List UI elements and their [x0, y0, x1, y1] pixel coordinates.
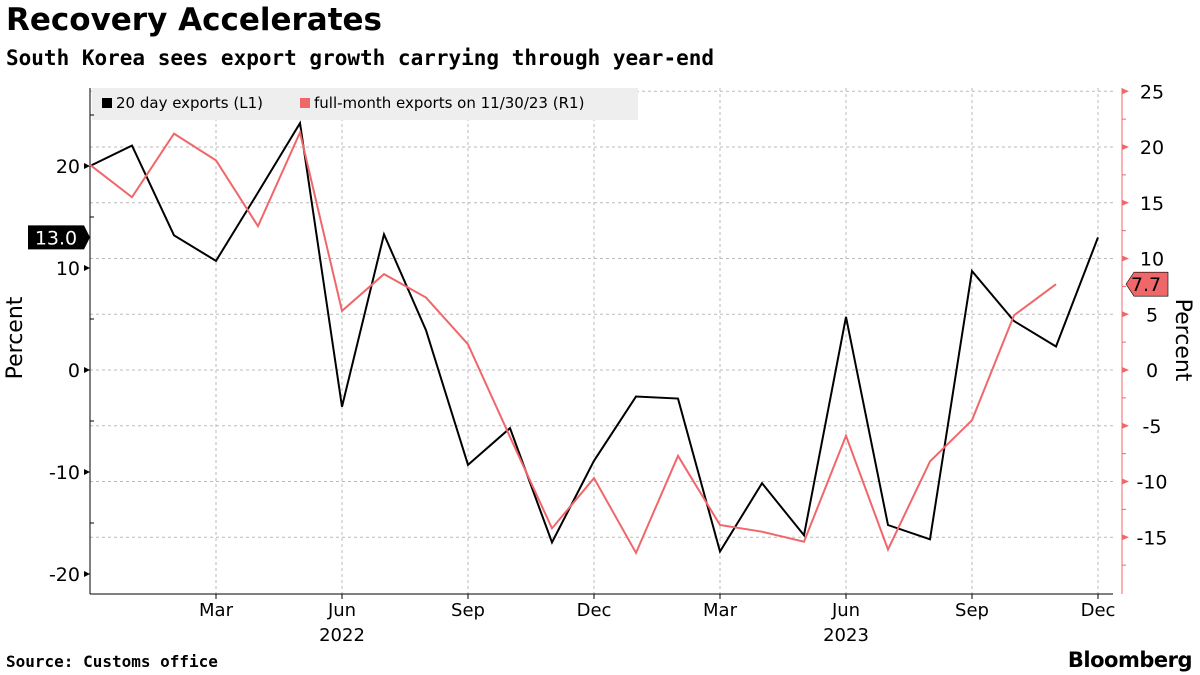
right-tick-label: 5 [1146, 304, 1158, 326]
legend-label: 20 day exports (L1) [116, 94, 263, 112]
x-tick-label: Sep [955, 600, 989, 621]
x-tick-label: Jun [831, 600, 860, 621]
right-axis-title: Percent [1170, 299, 1195, 382]
right-tick [1122, 199, 1129, 206]
x-tick-label: Sep [451, 600, 485, 621]
series-line [89, 120, 1099, 555]
source-note: Source: Customs office [6, 652, 218, 671]
right-tick [1122, 534, 1129, 541]
legend-swatch [102, 98, 112, 108]
x-tick-label: Dec [577, 600, 612, 621]
x-year-label: 2022 [319, 625, 365, 646]
last-value-tag [1125, 271, 1169, 297]
right-tick [1122, 88, 1129, 95]
series-line [89, 129, 1057, 556]
right-tick [1122, 478, 1129, 485]
x-tick-label: Dec [1081, 600, 1116, 621]
x-tick-label: Mar [703, 600, 738, 621]
left-tick [84, 163, 90, 169]
left-tick [84, 469, 90, 475]
left-tick-label: -20 [49, 564, 80, 586]
right-tick-label: 0 [1146, 360, 1158, 382]
x-year-label: 2023 [823, 625, 869, 646]
left-tick-label: 10 [56, 258, 80, 280]
last-value-label: 13.0 [35, 227, 77, 249]
left-tick-label: 20 [56, 156, 80, 178]
right-tick-label: -10 [1136, 472, 1167, 494]
left-tick [84, 265, 90, 271]
left-tick [84, 571, 90, 577]
right-tick-label: -5 [1143, 416, 1162, 438]
x-tick-label: Jun [327, 600, 356, 621]
left-tick-label: -10 [49, 462, 80, 484]
right-tick-label: 20 [1140, 137, 1164, 159]
right-tick-label: 10 [1140, 249, 1164, 271]
right-tick-label: 25 [1140, 81, 1164, 103]
legend-label: full-month exports on 11/30/23 (R1) [314, 94, 584, 112]
chart-title: Recovery Accelerates [6, 2, 383, 38]
last-value-tag [28, 225, 90, 250]
right-tick [1122, 144, 1129, 150]
right-tick [1122, 422, 1129, 429]
right-tick [1122, 311, 1129, 318]
right-tick-label: -15 [1136, 527, 1167, 549]
right-tick-label: 15 [1140, 193, 1164, 215]
right-tick [1122, 255, 1129, 262]
legend-swatch [300, 98, 310, 108]
x-tick-label: Mar [199, 600, 234, 621]
legend-box [92, 88, 638, 120]
left-axis-title: Percent [3, 296, 28, 379]
left-tick [84, 367, 90, 373]
bloomberg-logo: Bloomberg [1067, 648, 1193, 672]
chart-subtitle: South Korea sees export growth carrying … [6, 46, 715, 70]
right-tick [1122, 367, 1129, 373]
left-tick-label: 0 [68, 360, 80, 382]
last-value-label: 7.7 [1131, 274, 1161, 296]
